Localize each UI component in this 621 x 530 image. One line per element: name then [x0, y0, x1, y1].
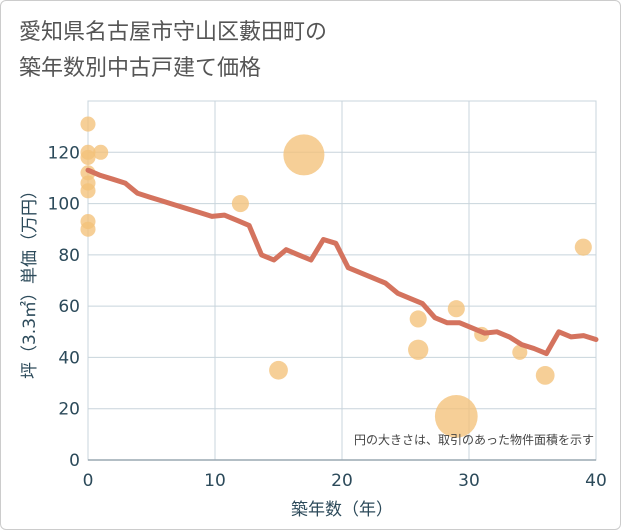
data-bubble[interactable]	[512, 344, 528, 360]
data-bubble[interactable]	[80, 183, 96, 199]
y-tick-label: 120	[48, 143, 80, 163]
y-tick-label: 80	[58, 246, 80, 266]
bubble-size-note: 円の大きさは、取引のあった物件面積を示す	[354, 432, 594, 447]
data-bubble[interactable]	[409, 310, 427, 328]
data-bubble[interactable]	[231, 195, 249, 213]
data-bubble[interactable]	[80, 149, 96, 165]
x-tick-label: 30	[458, 471, 480, 491]
average-price-line	[85, 167, 599, 357]
data-bubble[interactable]	[80, 116, 96, 132]
data-bubble[interactable]	[269, 360, 288, 380]
chart-title-line2: 築年数別中古戸建て価格	[19, 56, 262, 81]
data-bubble[interactable]	[535, 365, 555, 385]
chart-title: 愛知県名古屋市守山区藪田町の 築年数別中古戸建て価格	[19, 15, 539, 87]
x-tick-label: 0	[83, 471, 94, 491]
data-bubble[interactable]	[447, 300, 465, 318]
y-tick-label: 60	[58, 297, 80, 317]
y-axis-title: 坪（3.3㎡）単価（万円）	[20, 182, 40, 379]
y-tick-label: 0	[69, 451, 80, 471]
x-tick-label: 20	[331, 471, 353, 491]
x-axis-title: 築年数（年）	[291, 500, 393, 520]
data-bubble[interactable]	[574, 238, 592, 256]
chart-title-line1: 愛知県名古屋市守山区藪田町の	[19, 20, 328, 45]
x-tick-label: 10	[204, 471, 226, 491]
x-tick-label: 40	[585, 471, 607, 491]
data-bubble[interactable]	[80, 221, 96, 237]
y-tick-label: 100	[48, 195, 80, 215]
y-tick-label: 40	[58, 348, 80, 368]
data-bubble[interactable]	[408, 339, 429, 360]
y-tick-label: 20	[58, 400, 80, 420]
data-bubble[interactable]	[93, 144, 109, 160]
data-bubble[interactable]	[434, 395, 478, 438]
data-bubble[interactable]	[283, 134, 325, 176]
